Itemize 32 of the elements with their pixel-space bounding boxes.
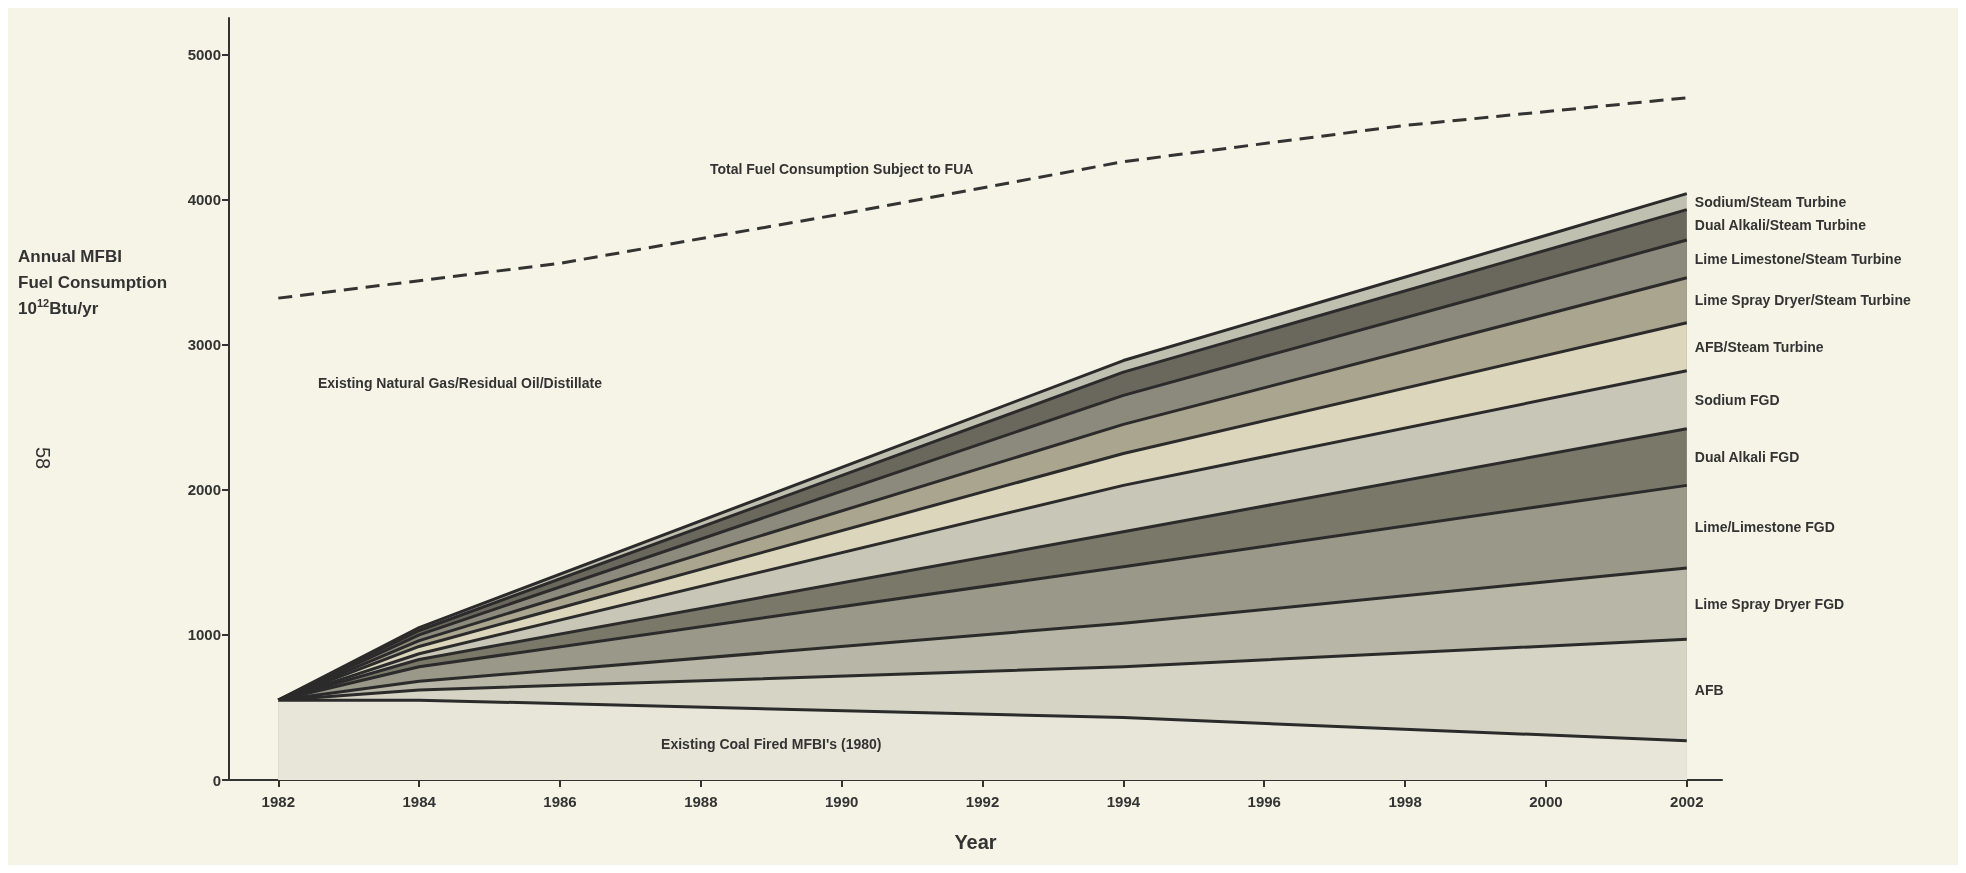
y-tick-label: 5000 [187, 45, 221, 63]
x-axis-title: Year [954, 831, 997, 853]
series-label: AFB/Steam Turbine [1694, 338, 1824, 355]
x-tick-label: 1986 [543, 793, 577, 810]
x-tick-label: 2002 [1670, 793, 1704, 810]
x-tick-label: 1984 [402, 793, 437, 810]
x-tick-label: 1992 [965, 793, 1000, 810]
series-label: Sodium FGD [1694, 391, 1780, 408]
x-tick-label: 1988 [684, 793, 718, 810]
series-label: Existing Coal Fired MFBI's (1980) [661, 736, 882, 753]
series-label: Lime Spray Dryer FGD [1694, 595, 1845, 612]
y-tick-label: 4000 [187, 190, 221, 208]
text: 58 [32, 446, 54, 470]
y-tick-label: 0 [212, 771, 221, 789]
annotation: Existing Natural Gas/Residual Oil/Distillate [318, 375, 603, 391]
series-label: Total Fuel Consumption Subject to FUA [710, 160, 974, 177]
x-tick-label: 1990 [825, 793, 859, 810]
series-label: Dual Alkali FGD [1694, 449, 1800, 466]
x-tick-label: 1998 [1388, 793, 1422, 810]
x-tick-label: 2000 [1529, 793, 1563, 810]
y-tick-label: 1000 [187, 626, 221, 644]
x-tick-label: 1994 [1106, 793, 1141, 810]
series-label: Lime/Limestone FGD [1694, 518, 1835, 535]
series-label: Lime Spray Dryer/Steam Turbine [1694, 292, 1912, 309]
x-tick-label: 1996 [1247, 793, 1281, 810]
series-label: AFB [1694, 682, 1724, 699]
y-tick-label: 3000 [187, 336, 221, 354]
series-label: Sodium/Steam Turbine [1694, 193, 1847, 210]
x-tick-label: 1982 [261, 793, 295, 810]
y-tick-label: 2000 [187, 481, 221, 499]
series-label: Lime Limestone/Steam Turbine [1694, 250, 1902, 267]
series-label: Dual Alkali/Steam Turbine [1694, 216, 1867, 233]
